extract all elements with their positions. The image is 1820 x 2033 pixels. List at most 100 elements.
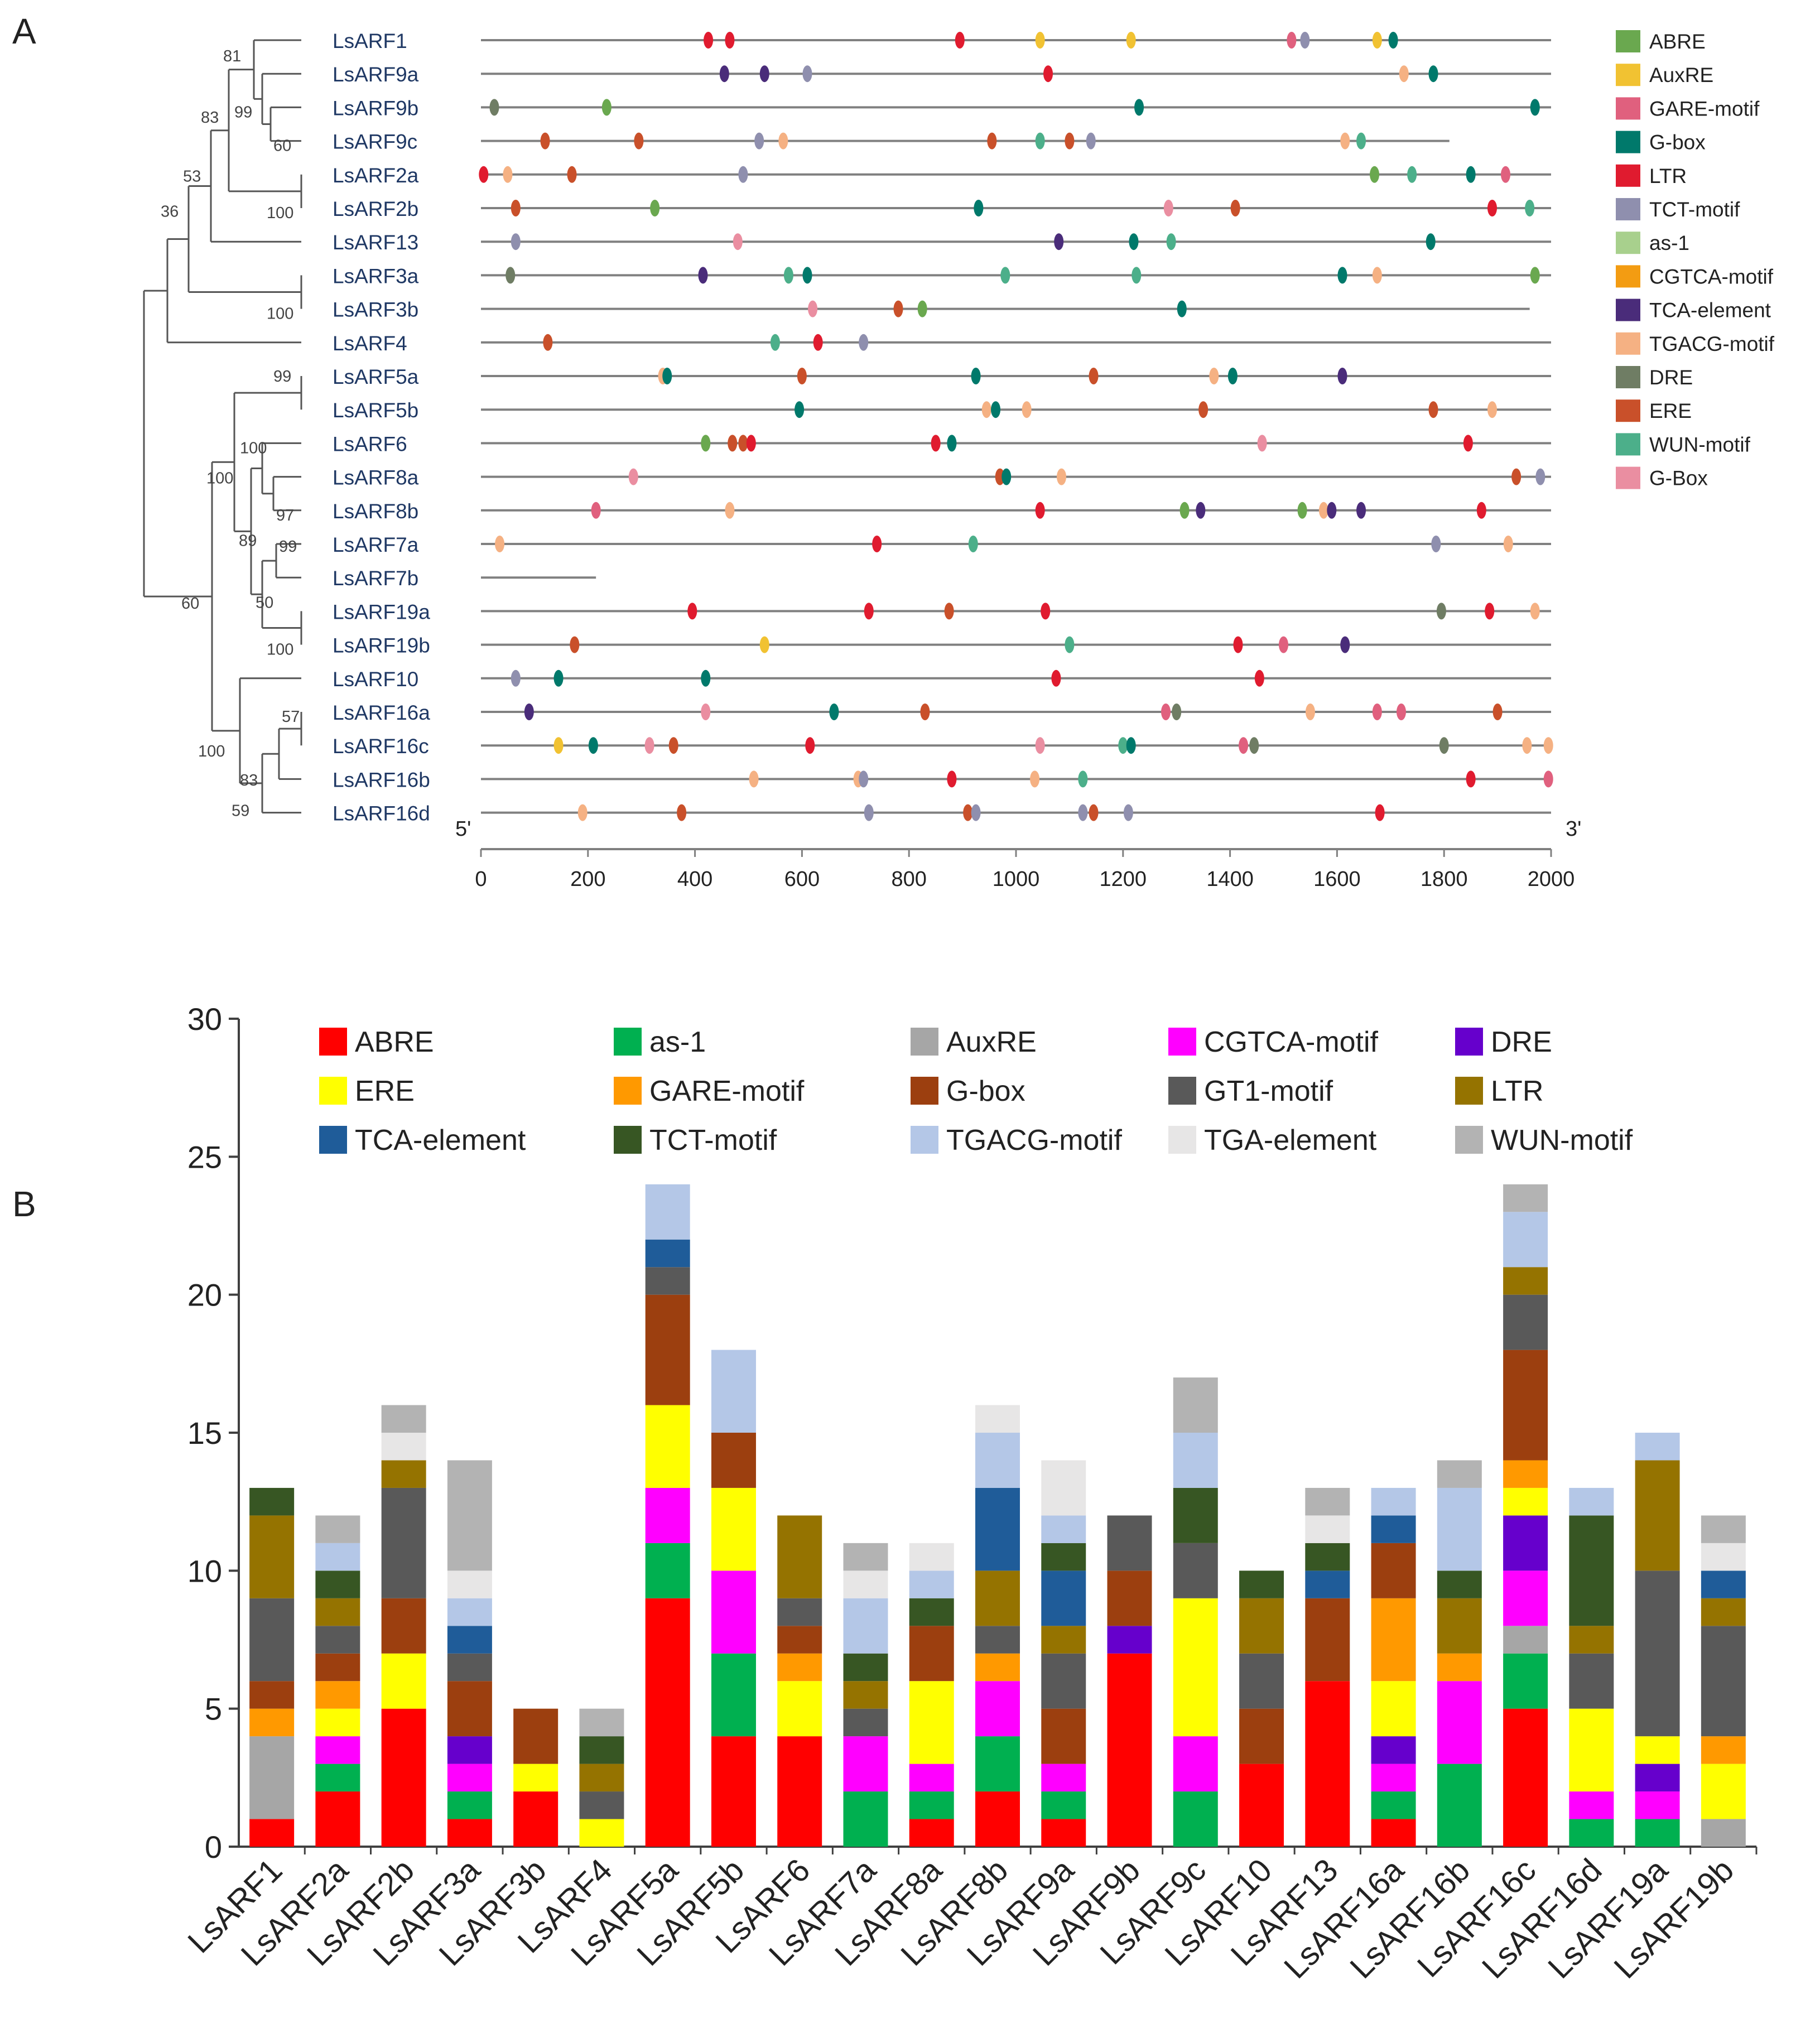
- motif-marker-tgacg-motif: [1543, 737, 1553, 754]
- axis-tick-label: 1400: [1206, 868, 1254, 891]
- motif-marker-ltr: [955, 32, 965, 49]
- bar-segment-lsarf16b-gare-motif: [1437, 1653, 1482, 1682]
- bar-segment-lsarf16c-g-box: [1503, 1350, 1548, 1461]
- bootstrap-values: 81 99 60 83 100 53 36 100 99 100 100 97 99 89 50 100 60 5…: [161, 47, 300, 820]
- motif-marker-ltr: [1463, 435, 1473, 452]
- motif-marker-ere: [1230, 200, 1240, 216]
- bootstrap-value: 57: [282, 708, 300, 726]
- motif-marker-tgacg-motif: [1209, 368, 1219, 384]
- motif-marker-ltr: [931, 435, 941, 452]
- bar-segment-lsarf16c-gare-motif: [1503, 1460, 1548, 1488]
- bar-segment-lsarf8a-ere: [909, 1681, 954, 1764]
- motif-marker-tca-element: [698, 267, 708, 284]
- motif-marker-g-box: [1426, 233, 1436, 250]
- motif-marker-g-box: [1126, 737, 1136, 754]
- legend-swatch-gare-motif: [1616, 97, 1640, 120]
- axis-tick-label: 600: [784, 868, 820, 891]
- legend-label-tca-element: TCA-element: [1649, 299, 1771, 322]
- motif-marker-tct-motif: [1535, 468, 1545, 485]
- legend-b: ABRE as-1 AuxRE CGTCA-motif DRE ERE GARE-motif…: [319, 1026, 1633, 1157]
- phylogenetic-tree: [143, 39, 302, 814]
- motif-marker-g-box: [802, 267, 812, 284]
- motif-marker-tgacg-motif: [1318, 502, 1328, 519]
- motif-marker-ltr: [1035, 502, 1045, 519]
- bar-segment-lsarf9c-tct-motif: [1173, 1487, 1218, 1543]
- axis-tick-label: 1600: [1313, 868, 1361, 891]
- legend-swatch-gt1-motif: [1168, 1077, 1196, 1105]
- legend-label-ltr: LTR: [1649, 165, 1687, 187]
- five-prime-label: 5': [455, 817, 471, 841]
- bar-segment-lsarf16d-tct-motif: [1569, 1515, 1614, 1626]
- bar-segment-lsarf7a-tga-element: [843, 1570, 888, 1598]
- bar-segment-lsarf8b-tca-element: [975, 1487, 1020, 1571]
- bar-segment-lsarf13-tca-element: [1305, 1570, 1350, 1598]
- gene-label-lsarf9b: LsARF9b: [333, 97, 418, 119]
- gene-label-lsarf16b: LsARF16b: [333, 768, 430, 791]
- bar-segment-lsarf16c-gt1-motif: [1503, 1294, 1548, 1350]
- y-tick-label: 20: [187, 1278, 222, 1313]
- legend-label-tgacg-motif: TGACG-motif: [1649, 333, 1775, 355]
- motif-marker-ltr: [725, 32, 735, 49]
- bar-segment-lsarf2b-tga-element: [381, 1433, 426, 1461]
- legend-swatch-tga-element: [1168, 1126, 1196, 1154]
- motif-marker-ltr: [1466, 770, 1476, 788]
- motif-marker-tgacg-motif: [981, 401, 991, 418]
- motif-marker-wun-motif: [1000, 267, 1010, 284]
- motif-marker-ere: [1198, 401, 1208, 418]
- motif-marker-ltr: [1041, 603, 1051, 620]
- bar-segment-lsarf7a-wun-motif: [843, 1543, 888, 1571]
- motif-marker-ltr: [872, 536, 882, 552]
- bar-segment-lsarf9a-tga-element: [1041, 1460, 1086, 1516]
- bar-segment-lsarf6-gare-motif: [777, 1653, 822, 1682]
- bar-segment-lsarf3a-tga-element: [447, 1570, 492, 1598]
- motif-marker-ltr: [805, 737, 815, 754]
- legend-label-gare-motif: GARE-motif: [649, 1075, 805, 1107]
- motif-markers: [479, 32, 1553, 821]
- panel-a-label: A: [12, 11, 36, 51]
- legend-swatch-gare-motif: [614, 1077, 642, 1105]
- motif-marker-dre: [1172, 704, 1182, 720]
- motif-marker-ltr: [704, 32, 714, 49]
- legend-label-ere: ERE: [355, 1075, 415, 1107]
- motif-marker-g-box: [1428, 65, 1438, 83]
- motif-marker-ere: [668, 737, 678, 754]
- bar-segment-lsarf9c-cgtca-motif: [1173, 1736, 1218, 1792]
- motif-marker-abre: [1530, 267, 1540, 284]
- motif-marker-ere: [511, 200, 521, 216]
- bar-segment-lsarf10-ltr: [1239, 1598, 1284, 1654]
- motif-marker-g-box: [1002, 468, 1012, 485]
- bar-segment-lsarf16c-ere: [1503, 1487, 1548, 1516]
- bar-segment-lsarf4-ere: [579, 1819, 624, 1847]
- bar-segment-lsarf19b-ere: [1701, 1764, 1746, 1819]
- motif-marker-tca-element: [1337, 368, 1347, 384]
- motif-marker-wun-motif: [770, 334, 780, 351]
- motif-marker-g-box: [1257, 435, 1267, 452]
- bar-segment-lsarf9a-as-1: [1041, 1791, 1086, 1819]
- bar-segment-lsarf2a-tct-motif: [315, 1570, 360, 1598]
- legend-label-dre: DRE: [1491, 1026, 1552, 1058]
- motif-marker-ltr: [687, 603, 697, 620]
- motif-marker-ere: [677, 804, 687, 821]
- bar-segment-lsarf19b-gare-motif: [1701, 1736, 1746, 1764]
- bar-segment-lsarf7a-tgacg-motif: [843, 1598, 888, 1654]
- bar-segment-lsarf8a-tgacg-motif: [909, 1570, 954, 1598]
- motif-marker-g-box: [974, 200, 984, 216]
- motif-marker-g-box: [553, 669, 564, 687]
- bar-segment-lsarf16c-auxre: [1503, 1626, 1548, 1654]
- bar-segment-lsarf16d-ltr: [1569, 1626, 1614, 1654]
- bar-segment-lsarf5a-tca-element: [645, 1239, 690, 1268]
- motif-marker-g-box: [1227, 368, 1238, 384]
- motif-marker-ltr: [1043, 65, 1053, 83]
- motif-marker-tgacg-motif: [1305, 704, 1315, 720]
- motif-marker-tca-element: [524, 704, 534, 720]
- bar-segment-lsarf3a-tca-element: [447, 1626, 492, 1654]
- bar-segment-lsarf9c-ere: [1173, 1598, 1218, 1737]
- motif-marker-ltr: [1051, 669, 1061, 687]
- bootstrap-value: 60: [181, 595, 199, 613]
- legend-swatch-tca-element: [319, 1126, 347, 1154]
- motif-marker-gare-motif: [1500, 166, 1510, 183]
- bar-segment-lsarf3b-g-box: [513, 1708, 558, 1764]
- bar-segment-lsarf2a-ltr: [315, 1598, 360, 1626]
- legend-label-g-box: G-box: [946, 1075, 1025, 1107]
- bar-segment-lsarf1-abre: [249, 1819, 295, 1847]
